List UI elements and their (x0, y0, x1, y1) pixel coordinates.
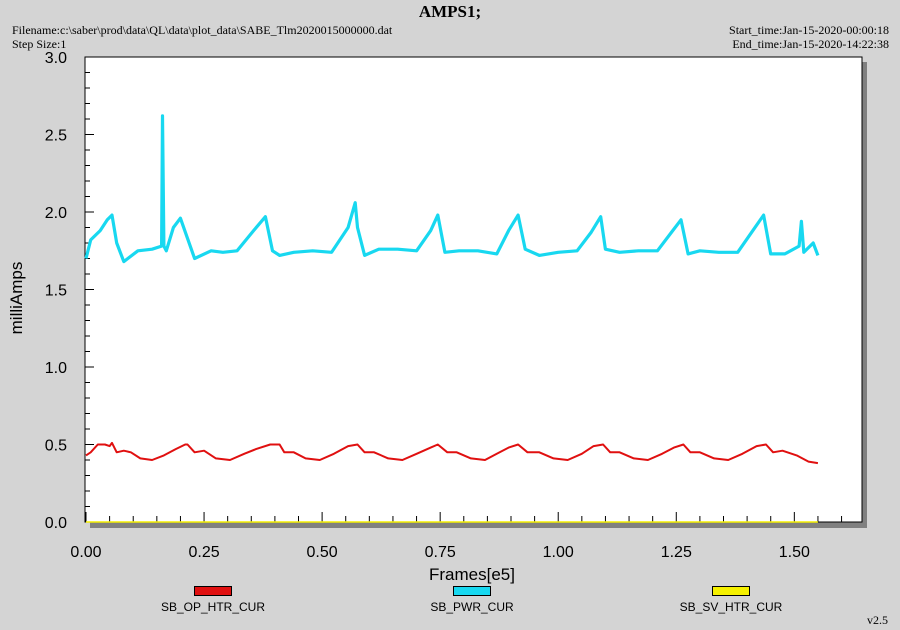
y-tick-label: 0.5 (45, 438, 67, 455)
series-group (84, 114, 820, 523)
x-tick-label: 1.00 (543, 544, 574, 561)
end-time-label: End_time:Jan-15-2020-14:22:38 (732, 37, 889, 51)
chart-title: AMPS1; (418, 2, 482, 21)
axis-ticks: 0.0 0.5 1.0 1.5 2.0 2.5 3.0 0.00 0.25 0.50 0.75 1.0… (45, 50, 843, 561)
start-time-label: Start_time:Jan-15-2020-00:00:18 (729, 23, 889, 37)
legend-swatch-op-htr (194, 586, 232, 596)
legend-label-op-htr: SB_OP_HTR_CUR (160, 600, 266, 614)
plot-area (84, 56, 863, 523)
x-tick-label: 1.50 (779, 544, 810, 561)
legend-item-op-htr: SB_OP_HTR_CUR (133, 586, 293, 614)
legend-item-sv-htr: SB_SV_HTR_CUR (651, 586, 811, 614)
legend-item-pwr: SB_PWR_CUR (392, 586, 552, 614)
y-tick-label: 2.0 (45, 205, 67, 222)
y-tick-label: 2.5 (45, 128, 67, 145)
y-tick-label: 1.0 (45, 360, 67, 377)
y-tick-label: 1.5 (45, 283, 67, 300)
series-line-sb-op-htr-cur (85, 441, 819, 465)
version-label: v2.5 (867, 613, 888, 627)
x-tick-label: 1.25 (661, 544, 692, 561)
y-tick-label: 0.0 (45, 515, 67, 532)
y-tick-label: 3.0 (45, 50, 67, 67)
legend-swatch-sv-htr (712, 586, 750, 596)
x-tick-label: 0.50 (307, 544, 338, 561)
x-tick-label: 0.75 (425, 544, 456, 561)
series-line-sb-pwr-cur (84, 114, 820, 264)
legend-label-pwr: SB_PWR_CUR (430, 600, 514, 614)
x-tick-label: 0.25 (188, 544, 219, 561)
x-tick-label: 0.00 (70, 544, 101, 561)
legend-swatch-pwr (453, 586, 491, 596)
y-axis-label: milliAmps (7, 262, 26, 335)
filename-label: Filename:c:\saber\prod\data\QL\data\plot… (12, 23, 393, 37)
legend-label-sv-htr: SB_SV_HTR_CUR (679, 600, 783, 614)
step-size-label: Step Size:1 (12, 37, 67, 51)
x-axis-label: Frames[e5] (429, 565, 515, 584)
